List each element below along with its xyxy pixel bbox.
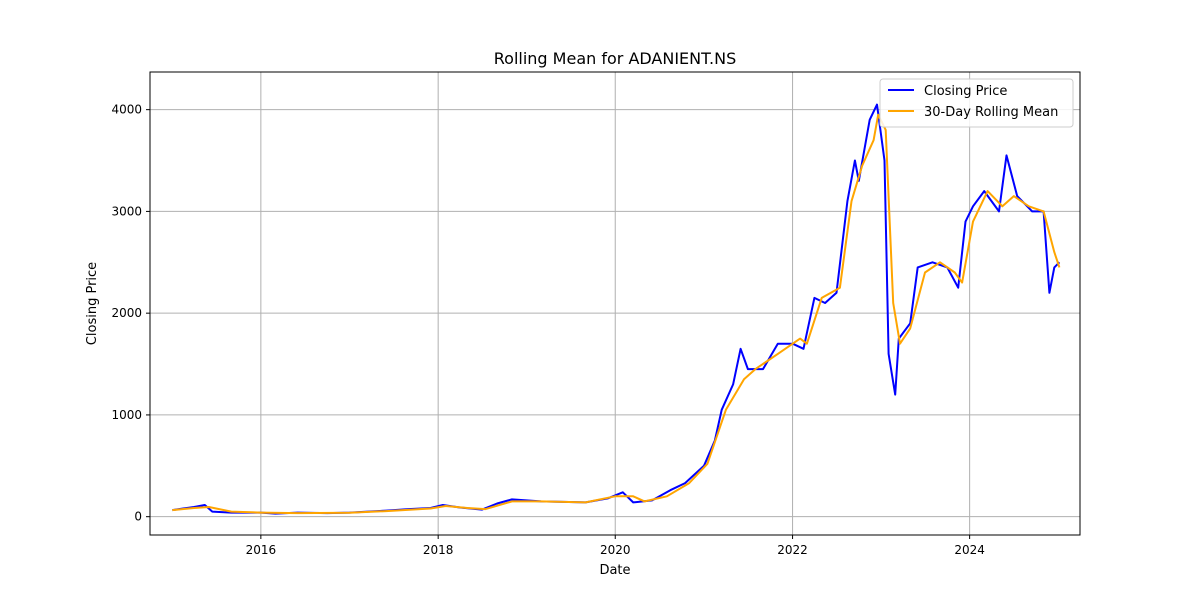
series-lines — [172, 103, 1061, 515]
legend-label-closing-price: Closing Price — [924, 84, 1007, 99]
legend-label-rolling-mean: 30-Day Rolling Mean — [924, 105, 1058, 120]
legend: Closing Price 30-Day Rolling Mean — [879, 78, 1074, 128]
y-tick-label: 2000 — [111, 306, 142, 320]
x-axis-label: Date — [599, 563, 630, 578]
x-tick-label: 2022 — [777, 543, 808, 557]
rolling-mean-line — [172, 113, 1061, 515]
y-tick-label: 3000 — [111, 204, 142, 218]
x-tick-label: 2016 — [246, 543, 277, 557]
y-tick-label: 0 — [134, 510, 142, 524]
axis-ticks: 2016 2018 2020 2022 2024 0 1000 2000 3000 4000 — [111, 103, 984, 557]
y-tick-label: 1000 — [111, 408, 142, 422]
chart-title: Rolling Mean for ADANIENT.NS — [494, 49, 736, 68]
legend-box — [879, 78, 1074, 128]
y-tick-label: 4000 — [111, 103, 142, 117]
x-tick-label: 2020 — [600, 543, 631, 557]
y-axis-label: Closing Price — [85, 262, 100, 345]
x-tick-label: 2018 — [423, 543, 454, 557]
x-tick-label: 2024 — [954, 543, 985, 557]
